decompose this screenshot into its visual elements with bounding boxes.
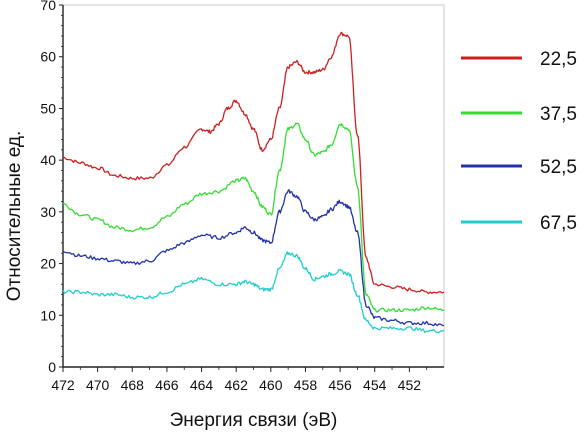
y-tick-label: 60 <box>40 49 56 65</box>
legend-label: 52,5 <box>540 157 577 178</box>
y-tick-label: 70 <box>40 0 56 13</box>
series-line <box>63 122 445 313</box>
y-axis: 0 10 20 30 40 50 60 70 <box>40 0 63 375</box>
plot-frame <box>62 4 445 368</box>
y-tick-label: 20 <box>40 256 56 272</box>
x-tick-label: 456 <box>328 377 352 393</box>
y-tick-label: 40 <box>40 152 56 168</box>
x-tick-label: 462 <box>225 377 249 393</box>
x-tick-label: 460 <box>259 377 283 393</box>
x-tick-label: 472 <box>51 377 75 393</box>
legend-label: 22,5 <box>540 49 577 70</box>
x-tick-label: 454 <box>363 377 387 393</box>
x-tick-label: 464 <box>190 377 214 393</box>
series-line <box>62 189 445 327</box>
y-axis-title: Относительные ед. <box>4 131 25 302</box>
legend: 22,5 37,5 52,5 67,5 <box>461 49 577 234</box>
x-axis-title: Энергия связи (эВ) <box>170 410 338 431</box>
x-tick-label: 470 <box>86 377 110 393</box>
series-line <box>62 251 444 334</box>
legend-label: 37,5 <box>540 104 577 125</box>
series-line <box>62 31 445 295</box>
y-tick-label: 0 <box>48 359 56 375</box>
y-tick-label: 30 <box>40 204 56 220</box>
y-tick-label: 10 <box>40 307 56 323</box>
x-tick-label: 466 <box>155 377 179 393</box>
x-axis: 472 470 468 466 464 462 460 458 456 454 452 <box>51 367 428 393</box>
x-tick-label: 468 <box>121 377 145 393</box>
plot-border <box>62 4 445 368</box>
x-tick-label: 458 <box>294 377 318 393</box>
x-tick-label: 452 <box>398 377 422 393</box>
series-lines <box>62 31 445 334</box>
y-tick-label: 50 <box>40 100 56 116</box>
legend-label: 67,5 <box>540 213 577 234</box>
